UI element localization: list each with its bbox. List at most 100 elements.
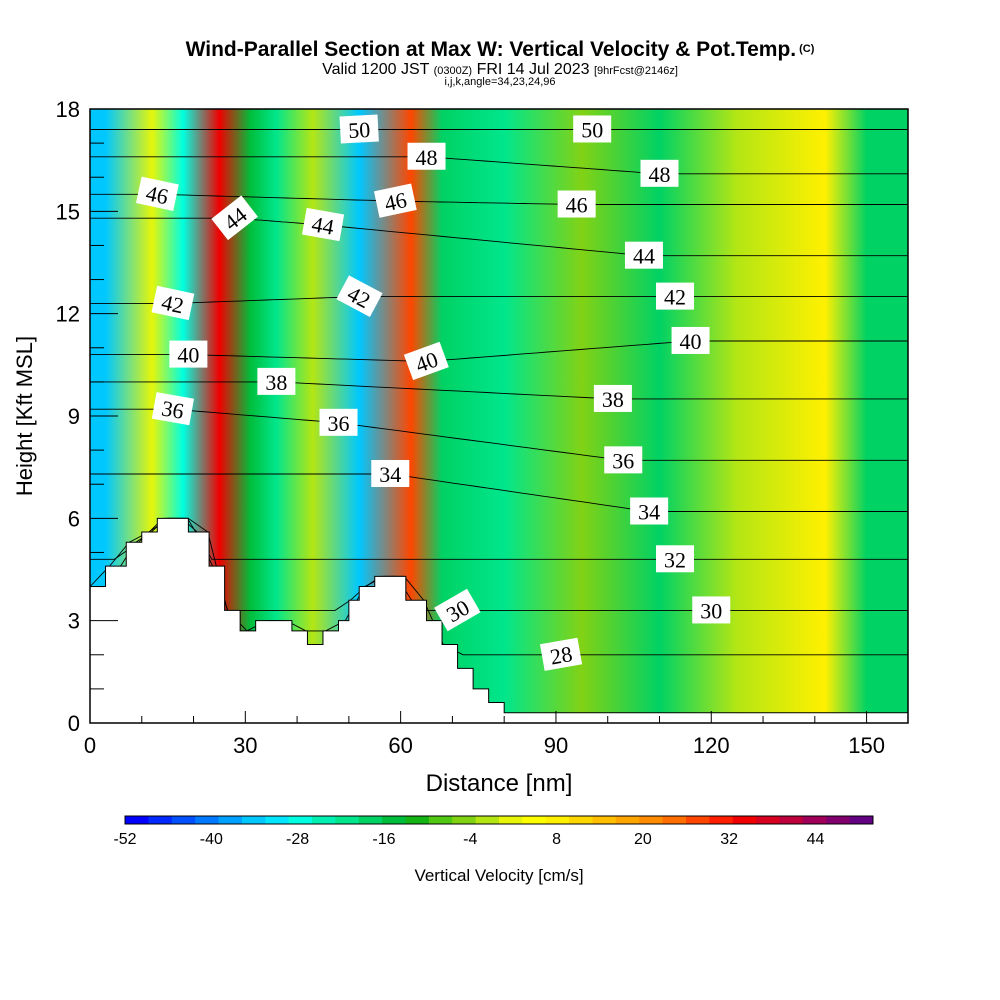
isentrope-label-text: 46	[382, 187, 409, 216]
isentrope-label-text: 34	[379, 462, 401, 487]
isentrope-label-text: 46	[566, 193, 588, 218]
isentrope-label-text: 48	[416, 145, 438, 170]
isentrope-label-box	[593, 384, 632, 412]
colorbar-swatch	[849, 816, 874, 824]
isentrope-label: 32	[656, 545, 695, 573]
colorbar-swatch	[802, 816, 827, 824]
isentrope-label: 46	[136, 176, 179, 211]
grid-indices: i,j,k,angle=34,23,24,96	[444, 76, 556, 88]
colorbar-tick-label: -4	[463, 831, 477, 848]
colorbar-tick-label: 32	[720, 831, 738, 848]
colorbar-swatch	[312, 816, 336, 824]
colorbar-swatch	[709, 816, 734, 824]
x-tick-label: 0	[84, 733, 96, 758]
isentrope-label-text: 36	[328, 411, 350, 436]
isentrope-label-box	[656, 545, 695, 573]
isentrope-label: 34	[371, 459, 410, 487]
isentrope-label-text: 40	[177, 343, 199, 368]
x-tick-label: 60	[388, 733, 412, 758]
isentrope-line	[90, 517, 908, 611]
colorbar-swatch	[732, 816, 757, 824]
y-tick-label: 15	[56, 199, 80, 224]
colorbar-tick-label: -16	[372, 831, 395, 848]
colorbar-tick-label: -40	[200, 831, 223, 848]
forecast-info: [9hrFcst@2146z]	[593, 65, 678, 77]
chart-subtitle: Valid 1200 JST (0300Z) FRI 14 Jul 2023 […	[0, 61, 1000, 79]
isentrope-label: 42	[151, 285, 195, 321]
isentrope-label-box	[624, 241, 663, 269]
isentrope-label: 44	[302, 207, 345, 242]
isentrope-label-text: 36	[612, 448, 634, 473]
isentrope-label-text: 44	[633, 244, 655, 269]
isentrope-label: 42	[656, 282, 695, 310]
isentrope-label: 50	[339, 114, 379, 144]
x-axis: 0 30 60 90 120 150	[84, 711, 885, 758]
isentrope-label: 36	[604, 446, 643, 474]
isentrope-label: 40	[671, 326, 710, 354]
colorbar-swatch	[592, 816, 617, 824]
colorbar-swatch	[335, 816, 360, 824]
isentrope-label-box	[407, 142, 446, 170]
isentrope-label-text: 40	[680, 329, 702, 354]
isentrope-label: 46	[557, 190, 596, 218]
isentrope-label-box	[151, 285, 195, 321]
x-tick-label: 120	[693, 733, 730, 758]
isentrope-label: 48	[640, 159, 679, 187]
isentrope-label-box	[640, 159, 679, 187]
isentrope-label: 36	[319, 408, 358, 436]
y-tick-label: 9	[68, 404, 80, 429]
isentrope-label-box	[319, 408, 358, 436]
colorbar-swatch	[615, 816, 640, 824]
colorbar-swatch	[756, 816, 780, 824]
isentrope-label-text: 44	[310, 211, 336, 239]
colorbar-swatch	[522, 816, 547, 824]
isentrope-label-box	[211, 195, 258, 241]
isentrope-label-text: 28	[548, 641, 574, 669]
y-axis: 0 3 6 9 12 15 18	[56, 97, 118, 736]
isentrope-label-box	[151, 392, 194, 426]
colorbar-swatch	[662, 816, 687, 824]
isentrope-label-box	[403, 341, 449, 381]
isentrope-label-text: 38	[265, 370, 287, 395]
colorbar-tick-label: 44	[807, 831, 825, 848]
colorbar-tick-label: 20	[634, 831, 652, 848]
colorbar-swatch	[639, 816, 664, 824]
isentrope-line	[90, 381, 908, 400]
isentrope-label-box	[671, 326, 710, 354]
colorbar-swatch	[499, 816, 523, 824]
isentrope-label: 48	[407, 142, 446, 170]
x-tick-label: 30	[233, 733, 257, 758]
isentrope-label-box	[692, 596, 731, 624]
isentrope-label: 50	[573, 115, 612, 143]
isentrope-line	[90, 156, 908, 175]
colorbar-swatch	[452, 816, 477, 824]
isentrope-label-box	[573, 115, 612, 143]
isentrope-label-box	[604, 446, 643, 474]
isentrope-line	[90, 473, 908, 512]
isentrope-label-box	[136, 176, 179, 211]
isentrope-label: 34	[630, 497, 669, 525]
y-tick-label: 6	[68, 506, 80, 531]
isentrope-label-text: 48	[648, 162, 670, 187]
colorbar-swatch	[686, 816, 710, 824]
colorbar	[124, 815, 874, 825]
colorbar-swatch	[288, 816, 313, 824]
valid-utc: (0300Z)	[433, 65, 473, 77]
isentrope-label: 28	[539, 637, 583, 671]
isentrope-label: 38	[593, 384, 632, 412]
colorbar-swatch	[779, 816, 804, 824]
x-tick-label: 150	[848, 733, 885, 758]
colorbar-swatch	[265, 816, 290, 824]
colorbar-swatch	[569, 816, 593, 824]
colorbar-swatch	[475, 816, 500, 824]
isentrope-label-box	[539, 637, 583, 671]
colorbar-label: Vertical Velocity [cm/s]	[414, 866, 583, 885]
isentrope-label-box	[557, 190, 596, 218]
colorbar-swatch	[171, 816, 196, 824]
isentrope-label: 44	[624, 241, 663, 269]
isentrope-label-box	[339, 114, 379, 144]
isentrope-label: 36	[151, 392, 194, 426]
colorbar-tick-labels: -52 -40 -28 -16 -4 8 20 32 44	[113, 831, 824, 848]
